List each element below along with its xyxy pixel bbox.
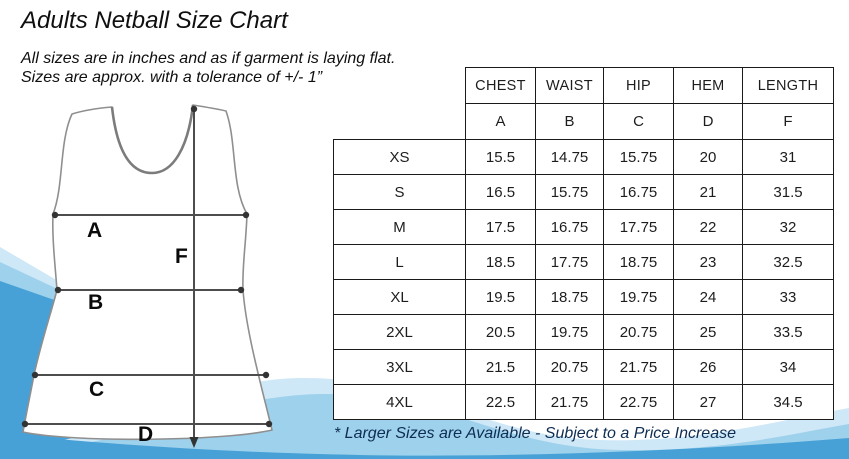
size-cell: 16.75 (603, 174, 674, 210)
page-title: Adults Netball Size Chart (21, 7, 288, 34)
bottom-wave-main (0, 434, 849, 459)
size-cell: 17.75 (535, 244, 604, 280)
size-cell: 34.5 (742, 384, 834, 420)
size-cell: 32.5 (742, 244, 834, 280)
column-header-waist: WAIST (535, 67, 604, 104)
measure-letter-cell: B (535, 103, 604, 140)
size-cell: 21.75 (603, 349, 674, 385)
size-cell: 20.75 (535, 349, 604, 385)
size-name-cell: 2XL (333, 314, 466, 350)
size-table: CHEST WAIST HIP HEM LENGTH A B C D F XS … (333, 67, 834, 420)
size-row-xl: XL 19.5 18.75 19.75 24 33 (333, 279, 834, 315)
column-header-row: CHEST WAIST HIP HEM LENGTH (334, 67, 834, 104)
size-cell: 33.5 (742, 314, 834, 350)
size-cell: 31 (742, 139, 834, 175)
chest-label: A (87, 219, 102, 242)
size-cell: 16.75 (535, 209, 604, 245)
neckline (110, 104, 195, 175)
size-cell: 21 (673, 174, 743, 210)
hip-label: C (89, 378, 104, 401)
size-cell: 18.5 (465, 244, 536, 280)
size-cell: 32 (742, 209, 834, 245)
size-cell: 21.75 (535, 384, 604, 420)
measure-letter-cell: C (603, 103, 674, 140)
hem-label: D (138, 423, 153, 446)
size-cell: 16.5 (465, 174, 536, 210)
size-cell: 17.5 (465, 209, 536, 245)
size-cell: 19.5 (465, 279, 536, 315)
size-cell: 20.75 (603, 314, 674, 350)
size-cell: 19.75 (603, 279, 674, 315)
size-name-cell: 4XL (333, 384, 466, 420)
size-cell: 33 (742, 279, 834, 315)
size-row-l: L 18.5 17.75 18.75 23 32.5 (333, 244, 834, 280)
column-header-hem: HEM (673, 67, 743, 104)
size-cell: 22 (673, 209, 743, 245)
size-cell: 21.5 (465, 349, 536, 385)
page-subtitle: All sizes are in inches and as if garmen… (21, 49, 395, 87)
column-header-hip: HIP (603, 67, 674, 104)
size-cell: 15.75 (603, 139, 674, 175)
size-cell: 26 (673, 349, 743, 385)
size-row-xs: XS 15.5 14.75 15.75 20 31 (333, 139, 834, 175)
size-row-2xl: 2XL 20.5 19.75 20.75 25 33.5 (333, 314, 834, 350)
line-end-dots (21, 105, 273, 448)
length-label: F (175, 245, 188, 268)
size-cell: 22.5 (465, 384, 536, 420)
size-cell: 23 (673, 244, 743, 280)
size-cell: 15.5 (465, 139, 536, 175)
size-row-m: M 17.5 16.75 17.75 22 32 (333, 209, 834, 245)
size-cell: 17.75 (603, 209, 674, 245)
size-name-cell: XL (333, 279, 466, 315)
size-name-cell: XS (333, 139, 466, 175)
length-arrowhead (189, 437, 199, 448)
header-spacer (334, 68, 466, 104)
size-cell: 25 (673, 314, 743, 350)
size-cell: 31.5 (742, 174, 834, 210)
size-cell: 27 (673, 384, 743, 420)
column-header-chest: CHEST (465, 67, 536, 104)
subtitle-line-1: All sizes are in inches and as if garmen… (21, 50, 396, 67)
size-cell: 18.75 (603, 244, 674, 280)
measure-letter-row: A B C D F (334, 103, 834, 140)
size-row-s: S 16.5 15.75 16.75 21 31.5 (333, 174, 834, 210)
measurement-lines (25, 109, 269, 440)
size-cell: 24 (673, 279, 743, 315)
size-cell: 22.75 (603, 384, 674, 420)
subtitle-line-2: Sizes are approx. with a tolerance of +/… (21, 69, 323, 86)
footnote-text: * Larger Sizes are Available - Subject t… (334, 425, 736, 442)
size-cell: 20.5 (465, 314, 536, 350)
size-name-cell: L (333, 244, 466, 280)
column-header-length: LENGTH (742, 67, 834, 104)
size-cell: 14.75 (535, 139, 604, 175)
measure-letter-cell: F (742, 103, 834, 140)
bottom-wave-medium (0, 393, 849, 459)
measure-letter-cell: A (465, 103, 536, 140)
size-name-cell: 3XL (333, 349, 466, 385)
size-cell: 34 (742, 349, 834, 385)
size-cell: 20 (673, 139, 743, 175)
size-name-cell: S (333, 174, 466, 210)
garment-outline (22, 104, 273, 441)
measure-letter-cell: D (673, 103, 743, 140)
size-cell: 19.75 (535, 314, 604, 350)
size-cell: 15.75 (535, 174, 604, 210)
size-row-3xl: 3XL 21.5 20.75 21.75 26 34 (333, 349, 834, 385)
size-row-4xl: 4XL 22.5 21.75 22.75 27 34.5 (333, 384, 834, 420)
size-name-cell: M (333, 209, 466, 245)
waist-label: B (88, 291, 103, 314)
header-spacer (334, 104, 466, 140)
size-cell: 18.75 (535, 279, 604, 315)
